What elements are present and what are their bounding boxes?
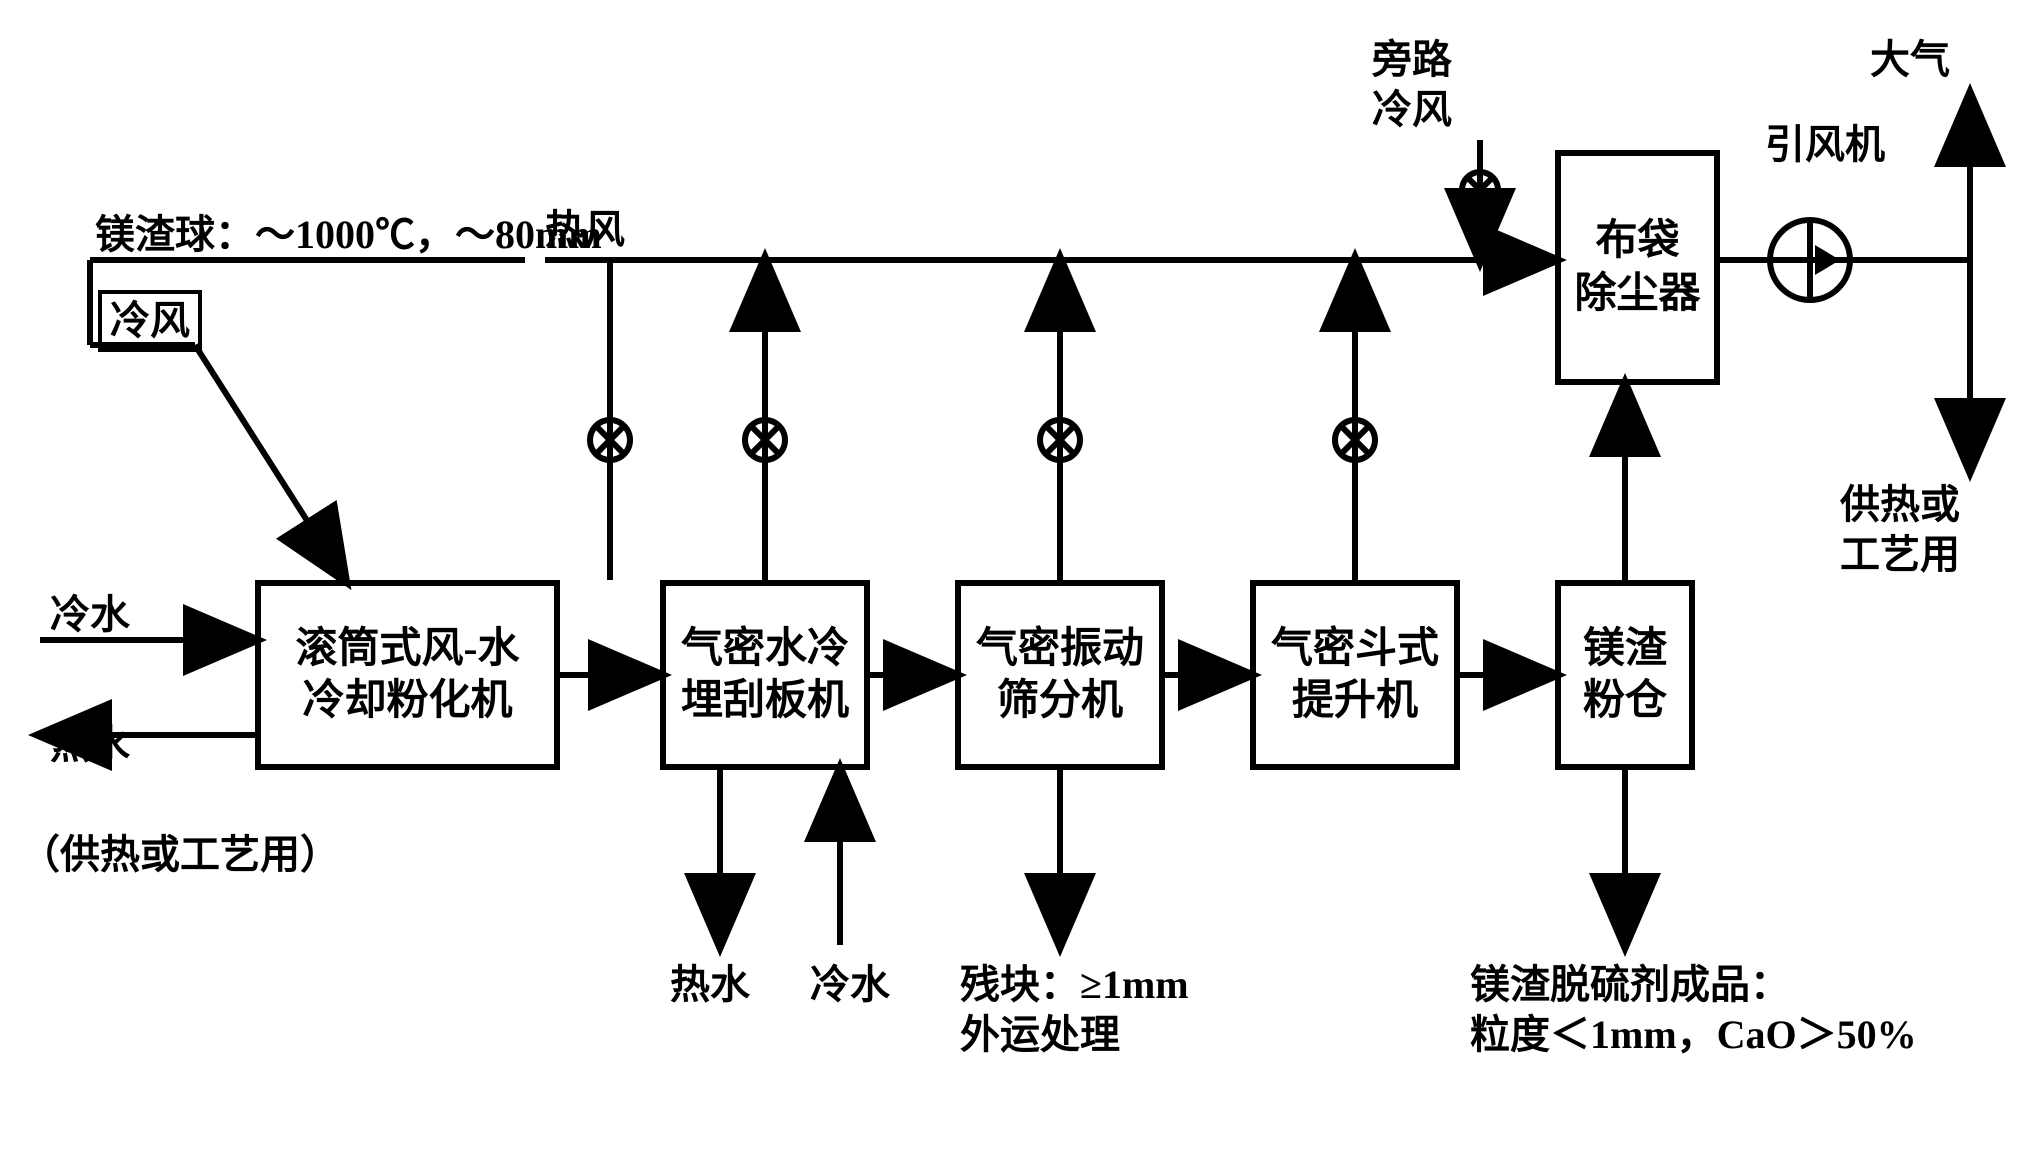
flow-wiring: [0, 0, 2033, 1168]
